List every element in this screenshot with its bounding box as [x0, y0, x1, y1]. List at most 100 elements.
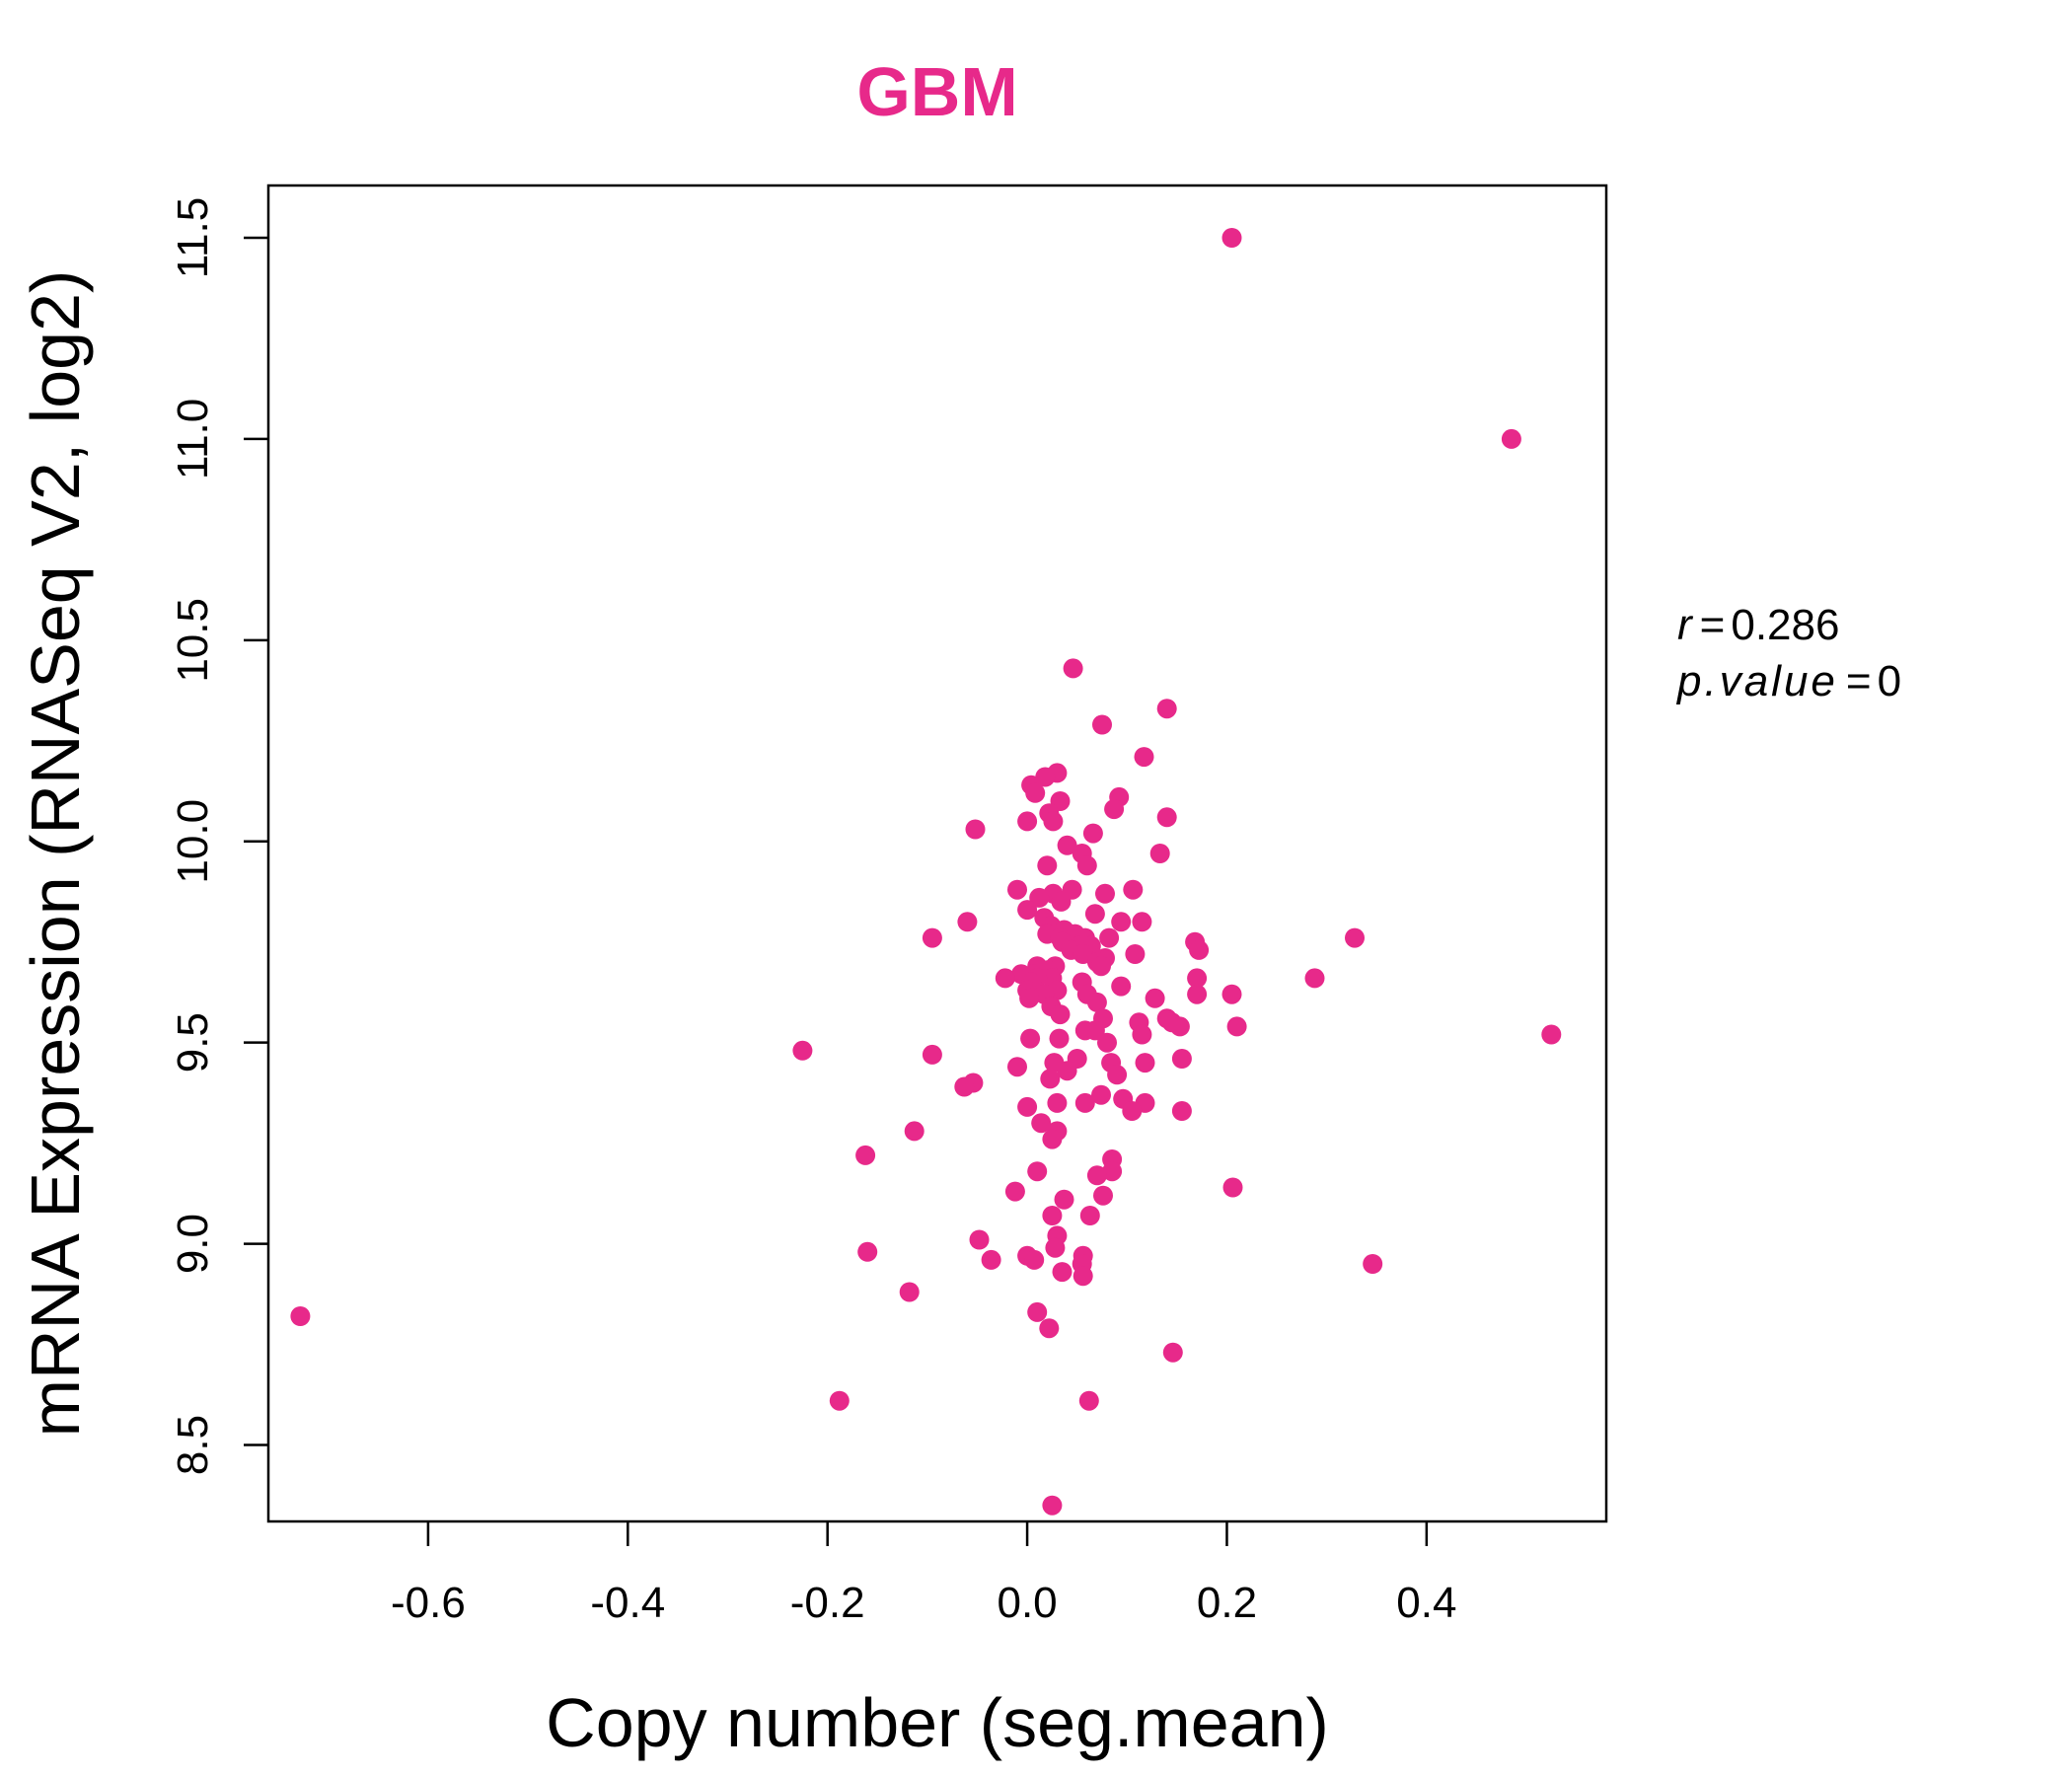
data-point — [1132, 912, 1152, 932]
p-value: 0 — [1878, 657, 1901, 705]
data-point — [1135, 1053, 1155, 1073]
data-point — [1017, 900, 1038, 921]
data-point — [1029, 887, 1050, 908]
data-point — [1122, 1101, 1143, 1121]
x-tick-label: 0.0 — [997, 1579, 1057, 1627]
data-point — [1091, 1084, 1111, 1105]
data-point — [1047, 1092, 1068, 1113]
data-point — [995, 968, 1015, 989]
data-point — [855, 1145, 876, 1165]
data-point — [1123, 879, 1144, 900]
data-point — [1042, 1495, 1063, 1516]
data-point — [1045, 1237, 1066, 1258]
data-point — [1345, 927, 1365, 948]
y-tick-label: 8.5 — [169, 1415, 217, 1475]
data-point — [1501, 428, 1521, 449]
data-point — [1304, 968, 1325, 989]
points-layer — [290, 228, 1562, 1516]
data-point — [1052, 1262, 1073, 1283]
data-point — [1086, 992, 1107, 1012]
y-tick-label: 11.5 — [169, 197, 217, 278]
data-point — [1057, 1061, 1077, 1081]
x-tick-label: -0.2 — [790, 1579, 865, 1627]
data-point — [1111, 912, 1132, 932]
x-axis-title: Copy number (seg.mean) — [546, 1684, 1329, 1761]
data-point — [1043, 811, 1064, 832]
y-tick-label: 9.5 — [169, 1012, 217, 1073]
data-point — [1171, 1101, 1192, 1121]
data-point — [1104, 799, 1125, 820]
y-axis-title: mRNA Expression (RNASeq V2, log2) — [17, 270, 94, 1438]
p-label: p.value — [1675, 657, 1838, 705]
data-point — [981, 1249, 1001, 1270]
r-label: r — [1677, 601, 1694, 649]
data-point — [1132, 1024, 1152, 1045]
data-point — [1107, 1065, 1128, 1085]
data-point — [1049, 1028, 1070, 1049]
data-point — [1040, 1069, 1061, 1089]
data-point — [1020, 1028, 1041, 1049]
x-tick-label: 0.2 — [1197, 1579, 1257, 1627]
x-tick-label: -0.6 — [391, 1579, 466, 1627]
data-point — [1054, 1189, 1074, 1210]
data-point — [1226, 1016, 1247, 1037]
data-point — [1363, 1254, 1383, 1274]
data-point — [1027, 1301, 1048, 1322]
data-point — [899, 1282, 920, 1302]
data-point — [1134, 747, 1154, 768]
data-point — [1079, 1206, 1100, 1225]
y-axis: 8.5 9.0 9.5 10.0 10.5 11.0 11.5 — [169, 197, 268, 1475]
data-point — [1039, 1318, 1060, 1339]
data-point — [1156, 807, 1177, 828]
data-point — [1111, 976, 1132, 997]
data-point — [792, 1040, 813, 1061]
data-point — [1078, 1390, 1099, 1411]
data-point — [1004, 1181, 1025, 1202]
data-point — [829, 1390, 850, 1411]
plot-frame — [266, 184, 1608, 1523]
data-point — [1031, 1113, 1052, 1134]
data-point — [857, 1241, 878, 1262]
data-point — [1095, 883, 1115, 904]
data-point — [1082, 823, 1103, 844]
y-tick-label: 10.5 — [169, 598, 217, 683]
data-point — [1187, 984, 1208, 1004]
data-point — [1017, 1096, 1038, 1117]
data-point — [1187, 968, 1208, 989]
data-point — [922, 927, 942, 948]
chart-title: GBM — [856, 53, 1017, 130]
data-point — [1057, 835, 1077, 855]
data-point — [1037, 855, 1058, 876]
data-point — [1017, 811, 1038, 832]
data-point — [1156, 699, 1177, 719]
data-point — [1084, 1020, 1105, 1041]
data-point — [1042, 1129, 1063, 1149]
data-point — [1099, 927, 1120, 948]
correlation-annotation: r = 0.286 p.value = 0 — [1675, 601, 1901, 705]
r-line: r = 0.286 — [1677, 601, 1839, 649]
data-point — [1025, 782, 1046, 803]
data-point — [1169, 1016, 1190, 1037]
data-point — [969, 1229, 990, 1250]
data-point — [1084, 904, 1105, 925]
data-point — [1093, 1185, 1113, 1206]
y-tick-label: 10.0 — [169, 799, 217, 884]
x-tick-label: 0.4 — [1396, 1579, 1456, 1627]
y-tick-label: 9.0 — [169, 1214, 217, 1274]
x-tick-label: -0.4 — [590, 1579, 665, 1627]
data-point — [1007, 879, 1027, 900]
r-value: 0.286 — [1731, 601, 1839, 649]
data-point — [1086, 1165, 1107, 1186]
p-equals: = — [1846, 657, 1872, 705]
data-point — [1076, 855, 1097, 876]
data-point — [1222, 1177, 1243, 1198]
data-point — [1102, 1161, 1123, 1182]
data-point — [1145, 988, 1165, 1008]
data-point — [922, 1044, 942, 1065]
r-equals: = — [1700, 601, 1726, 649]
data-point — [1073, 1266, 1093, 1287]
data-point — [1063, 658, 1083, 679]
data-point — [1149, 844, 1170, 863]
y-tick-label: 11.0 — [169, 399, 217, 480]
